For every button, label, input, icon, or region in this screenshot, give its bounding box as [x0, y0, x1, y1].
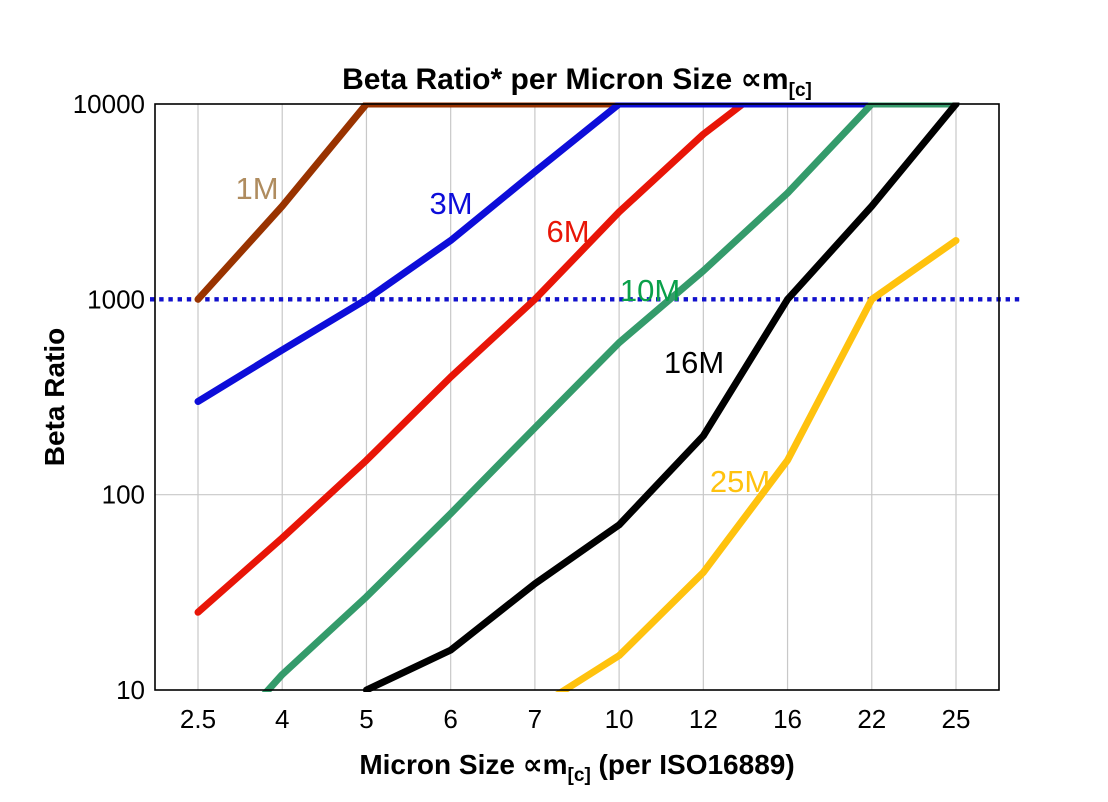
proportional-symbol: ∝m	[522, 749, 568, 780]
chart-title: Beta Ratio* per Micron Size ∝m[c]	[155, 62, 999, 101]
series-line-6m	[194, 102, 751, 616]
y-axis-title: Beta Ratio	[39, 327, 70, 467]
plot-border	[154, 103, 1000, 691]
x-tick-label: 2.5	[180, 704, 216, 734]
x-tick-label: 4	[275, 704, 289, 734]
x-tick-label: 5	[359, 704, 373, 734]
x-tick-label: 7	[528, 704, 542, 734]
x-axis-title-suffix: (per ISO16889)	[590, 749, 795, 780]
x-axis-title: Micron Size ∝m[c] (per ISO16889)	[155, 748, 999, 786]
series-label-3m: 3M	[429, 186, 472, 221]
x-tick-label: 6	[443, 704, 457, 734]
y-tick-label: 1000	[87, 284, 145, 314]
series-line-16m	[362, 102, 960, 692]
series-line-25m	[555, 237, 960, 692]
x-axis-title-text: Micron Size	[359, 749, 523, 780]
x-axis-title-subscript: [c]	[567, 765, 591, 786]
series-label-10m: 10M	[620, 273, 680, 308]
y-tick-label: 10000	[73, 89, 145, 119]
series-label-6m: 6M	[546, 214, 589, 249]
y-tick-label: 10	[116, 675, 145, 705]
proportional-symbol: ∝m	[740, 63, 789, 96]
x-tick-label: 16	[773, 704, 802, 734]
y-tick-label: 100	[102, 480, 145, 510]
series-label-1m: 1M	[235, 171, 278, 206]
chart-title-subscript: [c]	[788, 80, 812, 101]
x-tick-label: 10	[605, 704, 634, 734]
chart-title-text: Beta Ratio* per Micron Size	[342, 63, 741, 96]
x-tick-label: 12	[689, 704, 718, 734]
series-label-25m: 25M	[710, 464, 770, 499]
series-label-16m: 16M	[664, 345, 724, 380]
x-tick-label: 22	[857, 704, 886, 734]
series-line-10m	[261, 102, 960, 692]
x-tick-label: 25	[942, 704, 971, 734]
